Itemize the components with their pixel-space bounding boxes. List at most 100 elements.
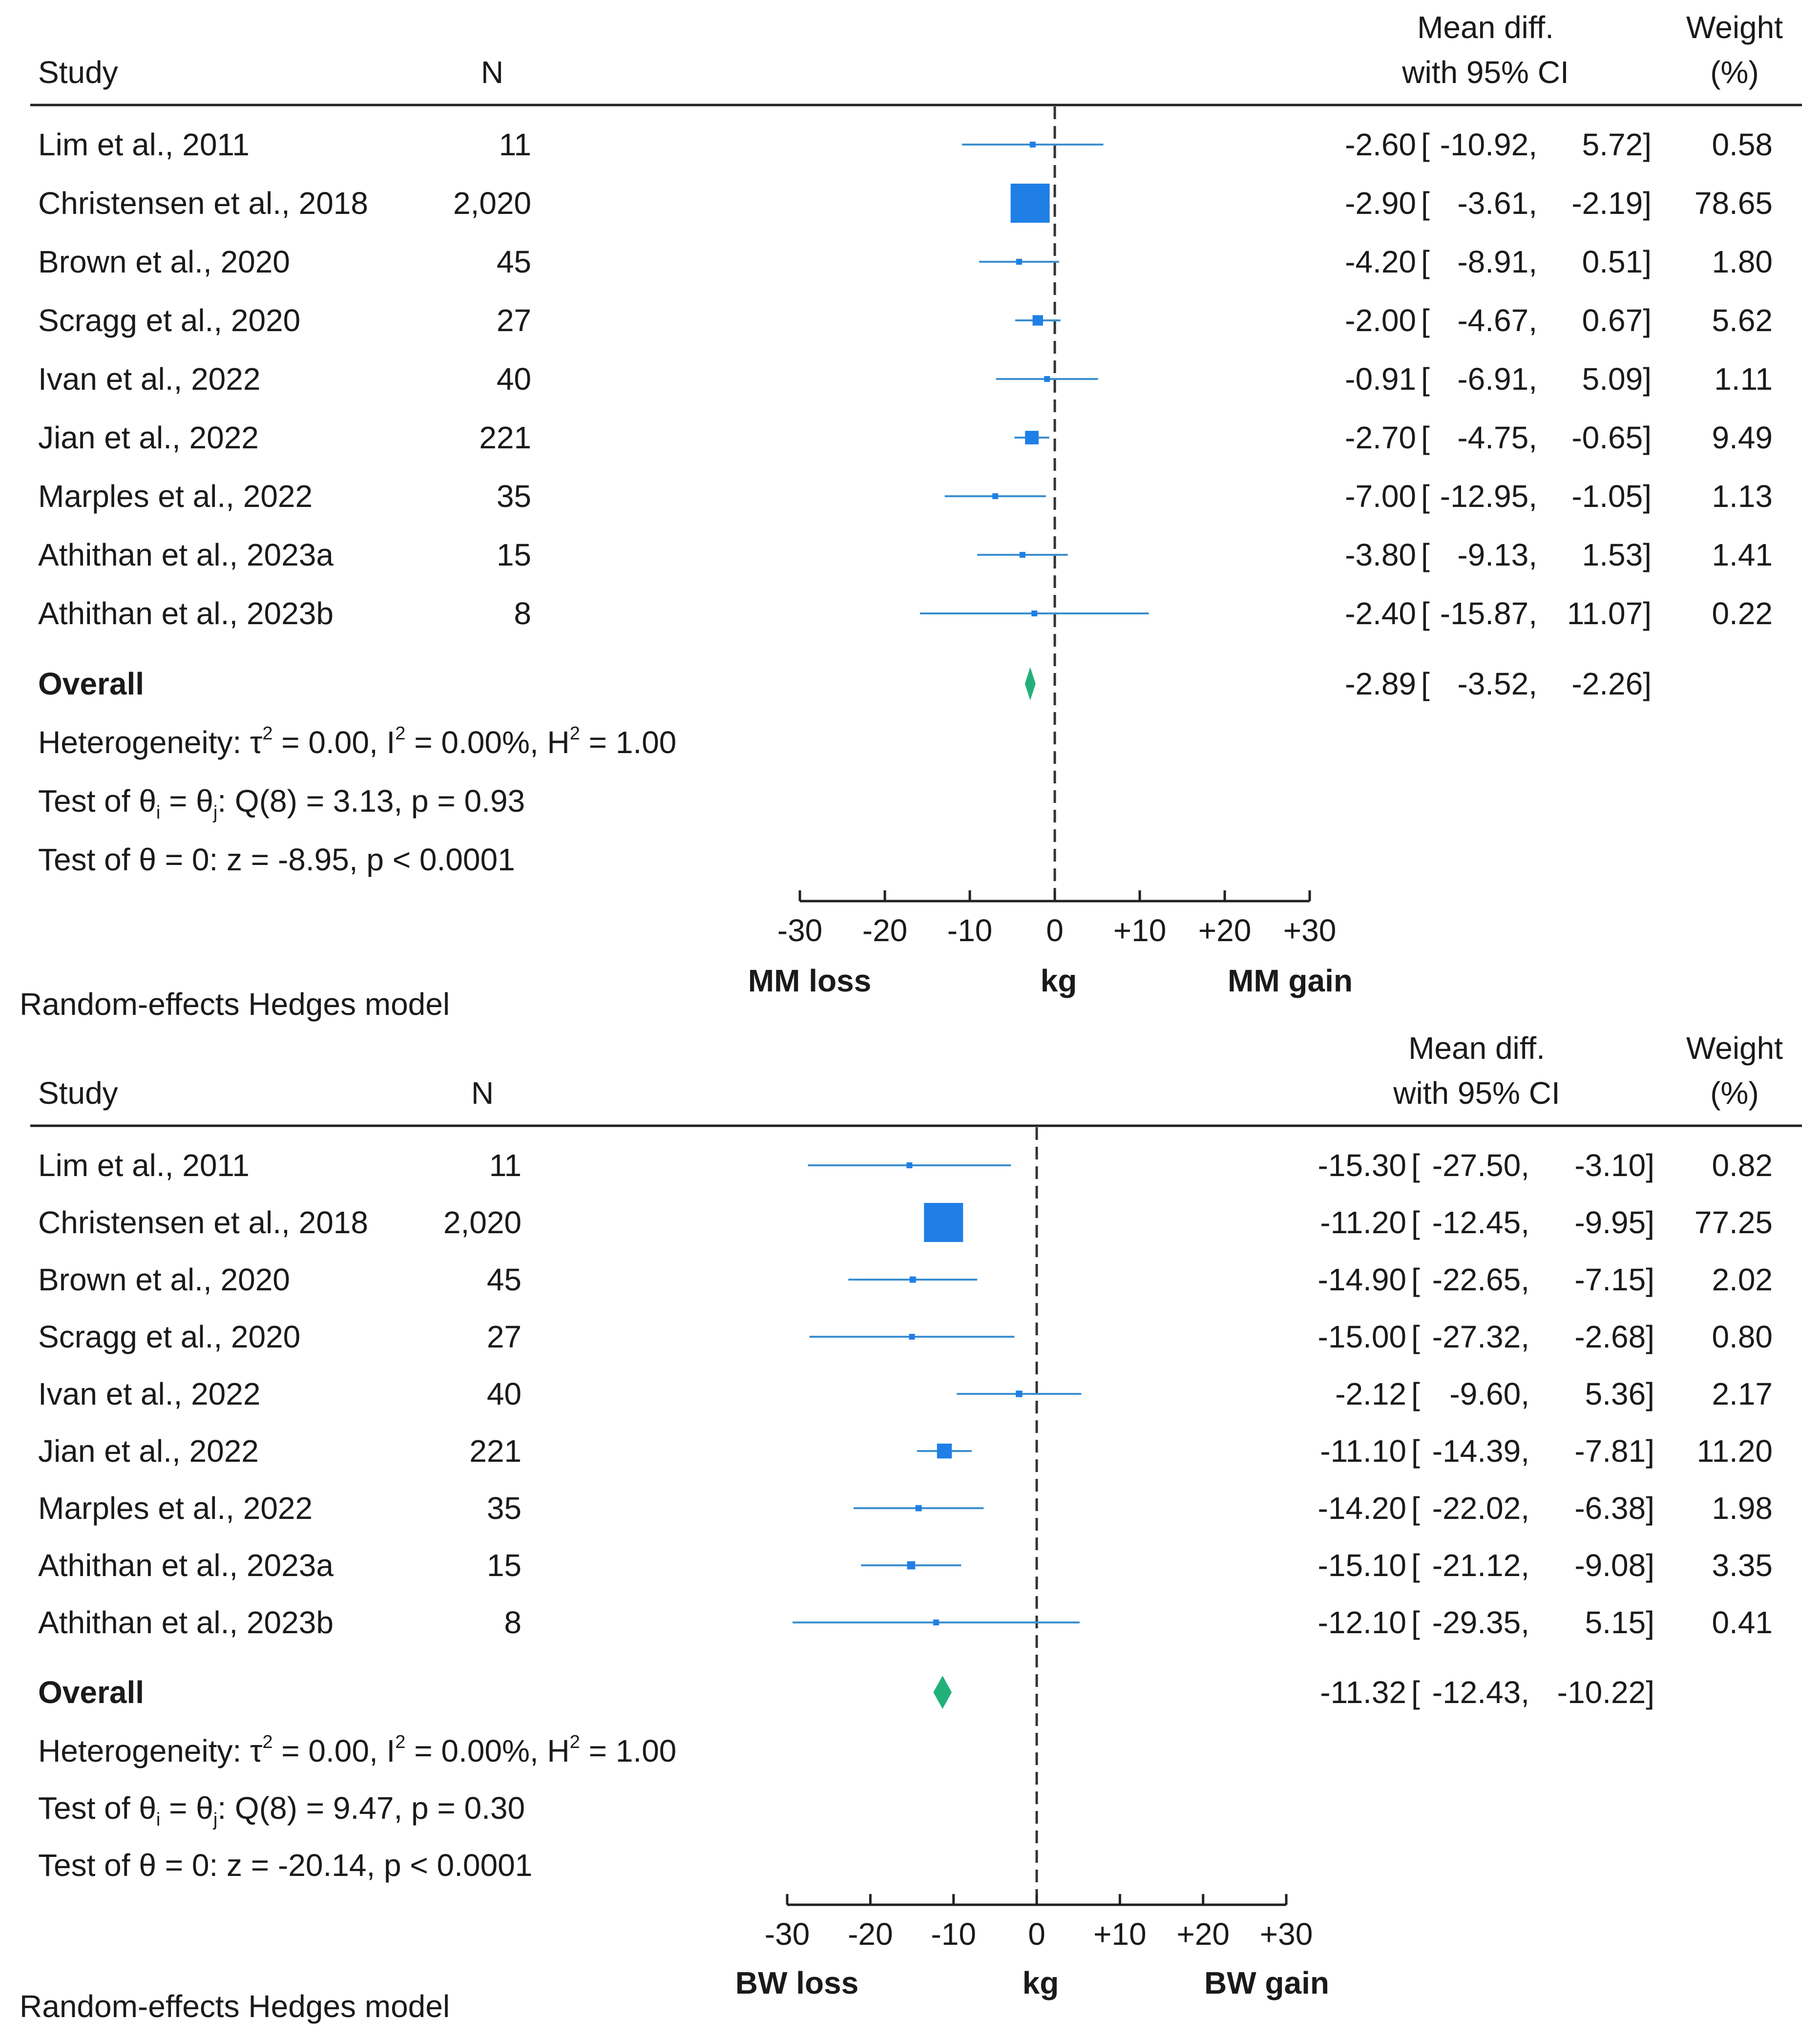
study-name: Marples et al., 2022 bbox=[38, 479, 313, 514]
study-name: Scragg et al., 2020 bbox=[38, 1319, 300, 1354]
study-ci-upper: 1.53] bbox=[1582, 537, 1652, 572]
x-axis-label-right: BW gain bbox=[1204, 1965, 1329, 2000]
study-ci-upper: -7.81] bbox=[1574, 1433, 1654, 1469]
study-ci-lower: -12.95, bbox=[1440, 479, 1537, 514]
q-test-stat: Test of θi = θj: Q(8) = 9.47, p = 0.30 bbox=[38, 1790, 525, 1830]
study-ci-upper: -1.05] bbox=[1571, 479, 1652, 514]
study-n: 45 bbox=[487, 1262, 522, 1297]
x-axis-label-left: MM loss bbox=[748, 963, 871, 998]
study-point-marker bbox=[933, 1620, 939, 1625]
study-mean-diff: -2.90 bbox=[1345, 186, 1416, 221]
study-point-marker bbox=[909, 1334, 915, 1340]
header-study: Study bbox=[38, 55, 118, 90]
study-point-marker bbox=[909, 1276, 916, 1283]
study-name: Christensen et al., 2018 bbox=[38, 1205, 368, 1240]
study-ci-lower: -27.50, bbox=[1432, 1148, 1529, 1183]
ci-bracket: [ bbox=[1421, 127, 1430, 162]
study-name: Jian et al., 2022 bbox=[38, 420, 259, 455]
x-axis-tick-label: -30 bbox=[777, 913, 823, 948]
study-name: Athithan et al., 2023b bbox=[38, 596, 334, 631]
ci-bracket: [ bbox=[1411, 1262, 1420, 1297]
study-ci-upper: -3.10] bbox=[1574, 1148, 1654, 1183]
ci-bracket: [ bbox=[1421, 420, 1430, 455]
ci-bracket: [ bbox=[1421, 537, 1430, 572]
study-weight: 0.58 bbox=[1712, 127, 1773, 162]
study-weight: 9.49 bbox=[1712, 420, 1773, 455]
ci-bracket: [ bbox=[1421, 244, 1430, 279]
ci-bracket: [ bbox=[1411, 1433, 1420, 1469]
study-weight: 0.82 bbox=[1712, 1148, 1773, 1183]
model-footnote: Random-effects Hedges model bbox=[20, 987, 450, 1022]
study-mean-diff: -7.00 bbox=[1345, 479, 1416, 514]
study-ci-lower: -22.02, bbox=[1432, 1491, 1529, 1526]
study-name: Christensen et al., 2018 bbox=[38, 186, 368, 221]
x-axis-tick-label: +10 bbox=[1113, 913, 1167, 948]
study-point-marker bbox=[915, 1505, 922, 1512]
overall-label: Overall bbox=[38, 666, 144, 701]
study-mean-diff: -15.00 bbox=[1318, 1319, 1406, 1354]
study-ci-upper: 0.67] bbox=[1582, 303, 1652, 338]
study-point-marker bbox=[1025, 431, 1039, 444]
x-axis-tick-label: +20 bbox=[1176, 1916, 1230, 1952]
z-test-stat: Test of θ = 0: z = -8.95, p < 0.0001 bbox=[38, 842, 515, 877]
x-axis-tick-label: +20 bbox=[1198, 913, 1252, 948]
header-n: N bbox=[481, 55, 503, 90]
x-axis-tick-label: -20 bbox=[848, 1916, 893, 1952]
study-n: 221 bbox=[469, 1433, 522, 1469]
study-point-marker bbox=[1032, 315, 1043, 326]
study-name: Athithan et al., 2023a bbox=[38, 1548, 334, 1583]
study-n: 11 bbox=[489, 1148, 522, 1183]
ci-bracket: [ bbox=[1421, 596, 1430, 631]
study-ci-lower: -22.65, bbox=[1432, 1262, 1529, 1297]
header-n: N bbox=[471, 1075, 494, 1111]
study-ci-lower: -8.91, bbox=[1457, 244, 1537, 279]
study-mean-diff: -11.10 bbox=[1320, 1433, 1406, 1469]
study-ci-lower: -29.35, bbox=[1432, 1605, 1529, 1640]
study-ci-upper: -0.65] bbox=[1571, 420, 1652, 455]
q-test-stat: Test of θi = θj: Q(8) = 3.13, p = 0.93 bbox=[38, 783, 525, 823]
study-mean-diff: -0.91 bbox=[1345, 361, 1416, 397]
study-name: Brown et al., 2020 bbox=[38, 1262, 290, 1297]
x-axis-tick-label: -10 bbox=[931, 1916, 976, 1952]
study-ci-lower: -6.91, bbox=[1457, 361, 1537, 397]
ci-bracket: [ bbox=[1411, 1376, 1420, 1411]
study-weight: 0.41 bbox=[1712, 1605, 1773, 1640]
study-point-marker bbox=[1029, 142, 1036, 147]
study-weight: 2.02 bbox=[1712, 1262, 1773, 1297]
study-weight: 0.80 bbox=[1712, 1319, 1773, 1354]
study-ci-upper: 5.36] bbox=[1585, 1376, 1654, 1411]
ci-bracket: [ bbox=[1411, 1319, 1420, 1354]
ci-bracket: [ bbox=[1411, 1605, 1420, 1640]
study-mean-diff: -11.20 bbox=[1320, 1205, 1406, 1240]
study-weight: 1.80 bbox=[1712, 244, 1773, 279]
x-axis-tick-label: -30 bbox=[765, 1916, 810, 1952]
study-ci-lower: -4.75, bbox=[1457, 420, 1537, 455]
study-weight: 77.25 bbox=[1694, 1205, 1773, 1240]
study-name: Lim et al., 2011 bbox=[38, 1148, 250, 1183]
overall-ci-upper: -10.22] bbox=[1557, 1675, 1654, 1710]
study-ci-upper: -2.68] bbox=[1574, 1319, 1654, 1354]
study-point-marker bbox=[1016, 1390, 1023, 1397]
header-weight-line1: Weight bbox=[1686, 10, 1783, 45]
study-n: 2,020 bbox=[453, 186, 531, 221]
ci-bracket: [ bbox=[1421, 479, 1430, 514]
study-mean-diff: -2.40 bbox=[1345, 596, 1416, 631]
study-weight: 78.65 bbox=[1694, 186, 1773, 221]
study-ci-upper: 5.09] bbox=[1582, 361, 1652, 397]
ci-bracket: [ bbox=[1421, 666, 1430, 701]
overall-ci-lower: -12.43, bbox=[1432, 1675, 1529, 1710]
study-ci-lower: -12.45, bbox=[1432, 1205, 1529, 1240]
overall-mean-diff: -11.32 bbox=[1320, 1675, 1406, 1710]
study-name: Athithan et al., 2023b bbox=[38, 1605, 334, 1640]
overall-diamond bbox=[1025, 667, 1036, 700]
ci-bracket: [ bbox=[1421, 186, 1430, 221]
study-ci-upper: 0.51] bbox=[1582, 244, 1652, 279]
study-n: 45 bbox=[497, 244, 531, 279]
study-point-marker bbox=[1044, 376, 1050, 382]
study-ci-upper: 5.15] bbox=[1585, 1605, 1654, 1640]
ci-bracket: [ bbox=[1411, 1548, 1420, 1583]
study-name: Athithan et al., 2023a bbox=[38, 537, 334, 572]
study-mean-diff: -3.80 bbox=[1345, 537, 1416, 572]
study-n: 221 bbox=[479, 420, 531, 455]
study-n: 40 bbox=[497, 361, 531, 397]
